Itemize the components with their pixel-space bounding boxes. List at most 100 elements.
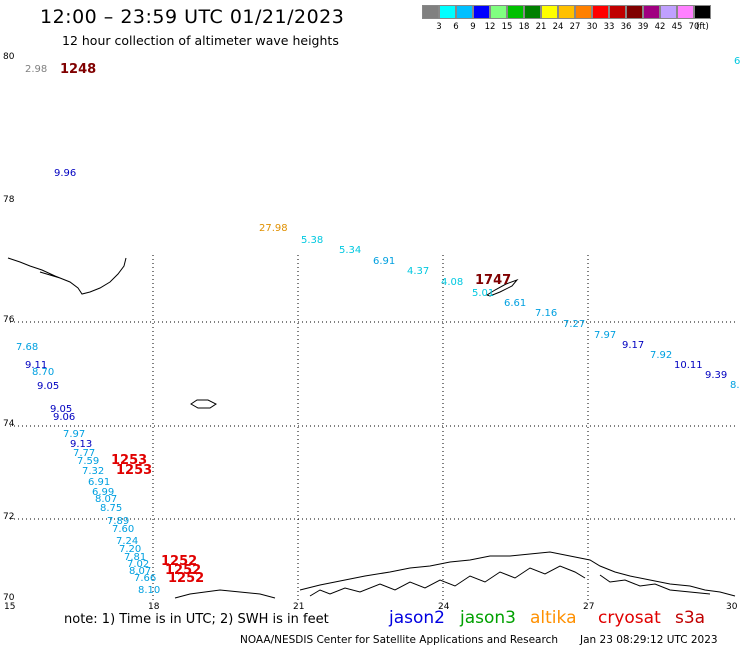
wave-height-label: 1253 [116, 463, 152, 478]
lon-label-27: 27 [583, 602, 594, 612]
wave-height-label: 7.77 [73, 448, 95, 459]
lon-label-24: 24 [438, 602, 450, 612]
wave-height-label: 5.38 [301, 235, 323, 246]
coastlines [7, 257, 736, 599]
lon-label-21: 21 [293, 602, 304, 612]
wave-height-label: 5.34 [339, 245, 361, 256]
observation-labels: 2.98 1248 9.96 27.98 5.38 5.34 6.91 4.37 4.08 174… [16, 56, 740, 596]
color-swatch [490, 5, 507, 19]
wave-height-label: 6.61 [504, 298, 526, 309]
legend-cryosat: cryosat [598, 608, 661, 628]
wave-height-label: 7.16 [535, 308, 557, 319]
lat-label-70: 70 [3, 593, 15, 603]
coastline-jan-mayen [190, 399, 217, 409]
color-swatch [592, 5, 609, 19]
color-scale-label: 21 [535, 22, 547, 32]
wave-height-label: 7.02 [127, 559, 149, 570]
lon-label-30: 30 [726, 602, 738, 612]
color-scale-label: 3 [436, 22, 442, 32]
coastline-norway [174, 551, 736, 599]
color-swatch [677, 5, 694, 19]
wave-height-label: 6 [734, 56, 740, 67]
color-scale-label: 24 [552, 22, 564, 32]
wave-height-label: 9.17 [622, 340, 644, 351]
wave-height-label: 8. [730, 380, 740, 391]
legend-jason2: jason2 [389, 608, 445, 628]
map-subtitle: 12 hour collection of altimeter wave hei… [62, 33, 339, 48]
wave-height-label: 2.98 [25, 64, 47, 75]
wave-height-label: 9.05 [37, 381, 59, 392]
color-swatch [507, 5, 524, 19]
credit-line: NOAA/NESDIS Center for Satellite Applica… [240, 634, 558, 646]
wave-height-label: 1252 [168, 571, 204, 586]
lat-label-78: 78 [3, 195, 15, 205]
lon-label-15: 15 [4, 602, 15, 612]
legend-altika: altika [530, 608, 577, 628]
color-swatch [626, 5, 643, 19]
color-swatch [439, 5, 456, 19]
color-scale-label: 6 [453, 22, 459, 32]
footer-note: note: 1) Time is in UTC; 2) SWH is in fe… [64, 612, 329, 627]
generated-timestamp: Jan 23 08:29:12 UTC 2023 [580, 634, 718, 646]
wave-height-label: 7.59 [77, 456, 99, 467]
wave-height-label: 9.05 [50, 404, 72, 415]
wave-height-label: 7.32 [82, 466, 104, 477]
wave-height-label: 8.70 [32, 367, 54, 378]
wave-height-label: 6.91 [88, 477, 110, 488]
color-swatch [694, 5, 711, 19]
wave-height-label: 7.66 [134, 573, 156, 584]
wave-height-label: 7.81 [124, 552, 146, 563]
color-swatch [609, 5, 626, 19]
color-swatch [660, 5, 677, 19]
wave-height-label: 6.91 [373, 256, 395, 267]
coastline-bear-island [485, 278, 519, 297]
color-scale-label: 39 [637, 22, 649, 32]
color-swatch [422, 5, 439, 19]
color-scale-label: 27 [569, 22, 581, 32]
lon-label-18: 18 [148, 602, 160, 612]
color-scale-label: 18 [518, 22, 530, 32]
wave-height-label: 1252 [161, 554, 197, 569]
longitude-labels: 15 18 21 24 27 30 [4, 602, 738, 612]
wave-height-label: 7.89 [107, 516, 129, 527]
wave-height-label: 5.01 [472, 288, 494, 299]
lat-label-72: 72 [3, 512, 14, 522]
wave-height-label: 4.08 [441, 277, 463, 288]
color-swatch [524, 5, 541, 19]
wave-height-label: 8.07 [129, 566, 151, 577]
wave-height-label: 9.13 [70, 439, 92, 450]
wave-height-label: 7.24 [116, 536, 138, 547]
wave-height-label: 9.96 [54, 168, 76, 179]
legend-jason3: jason3 [460, 608, 516, 628]
wave-height-label: 7.68 [16, 342, 38, 353]
wave-height-label: 1252 [165, 563, 201, 578]
wave-height-label: 9.11 [25, 360, 47, 371]
color-swatch [541, 5, 558, 19]
color-scale-label: 45 [671, 22, 683, 32]
color-swatch [558, 5, 575, 19]
color-scale-unit: (ft) [696, 22, 709, 32]
wave-height-label: 6.99 [92, 487, 114, 498]
color-scale-label: 70 [688, 22, 700, 32]
lat-label-74: 74 [3, 419, 15, 429]
wave-height-label: 8.75 [100, 503, 122, 514]
color-scale-label: 9 [470, 22, 476, 32]
coastline-fjords [309, 565, 711, 597]
wave-height-label: 7.97 [63, 429, 85, 440]
wave-height-label: 1747 [475, 273, 511, 288]
grid-lines [10, 255, 735, 600]
wave-height-label: 10.11 [674, 360, 703, 371]
wave-height-label: 9.39 [705, 370, 727, 381]
coastline-greenland-tip [7, 257, 127, 295]
latitude-labels: 80 78 76 74 72 70 [3, 52, 15, 603]
legend-s3a: s3a [675, 608, 706, 628]
color-scale-label: 36 [620, 22, 632, 32]
wave-height-label: 7.27 [563, 319, 585, 330]
color-scale-label: 42 [654, 22, 666, 32]
lat-label-76: 76 [3, 315, 15, 325]
wave-height-label: 1248 [60, 62, 96, 77]
color-scale-label: 33 [603, 22, 615, 32]
lat-label-80: 80 [3, 52, 15, 62]
